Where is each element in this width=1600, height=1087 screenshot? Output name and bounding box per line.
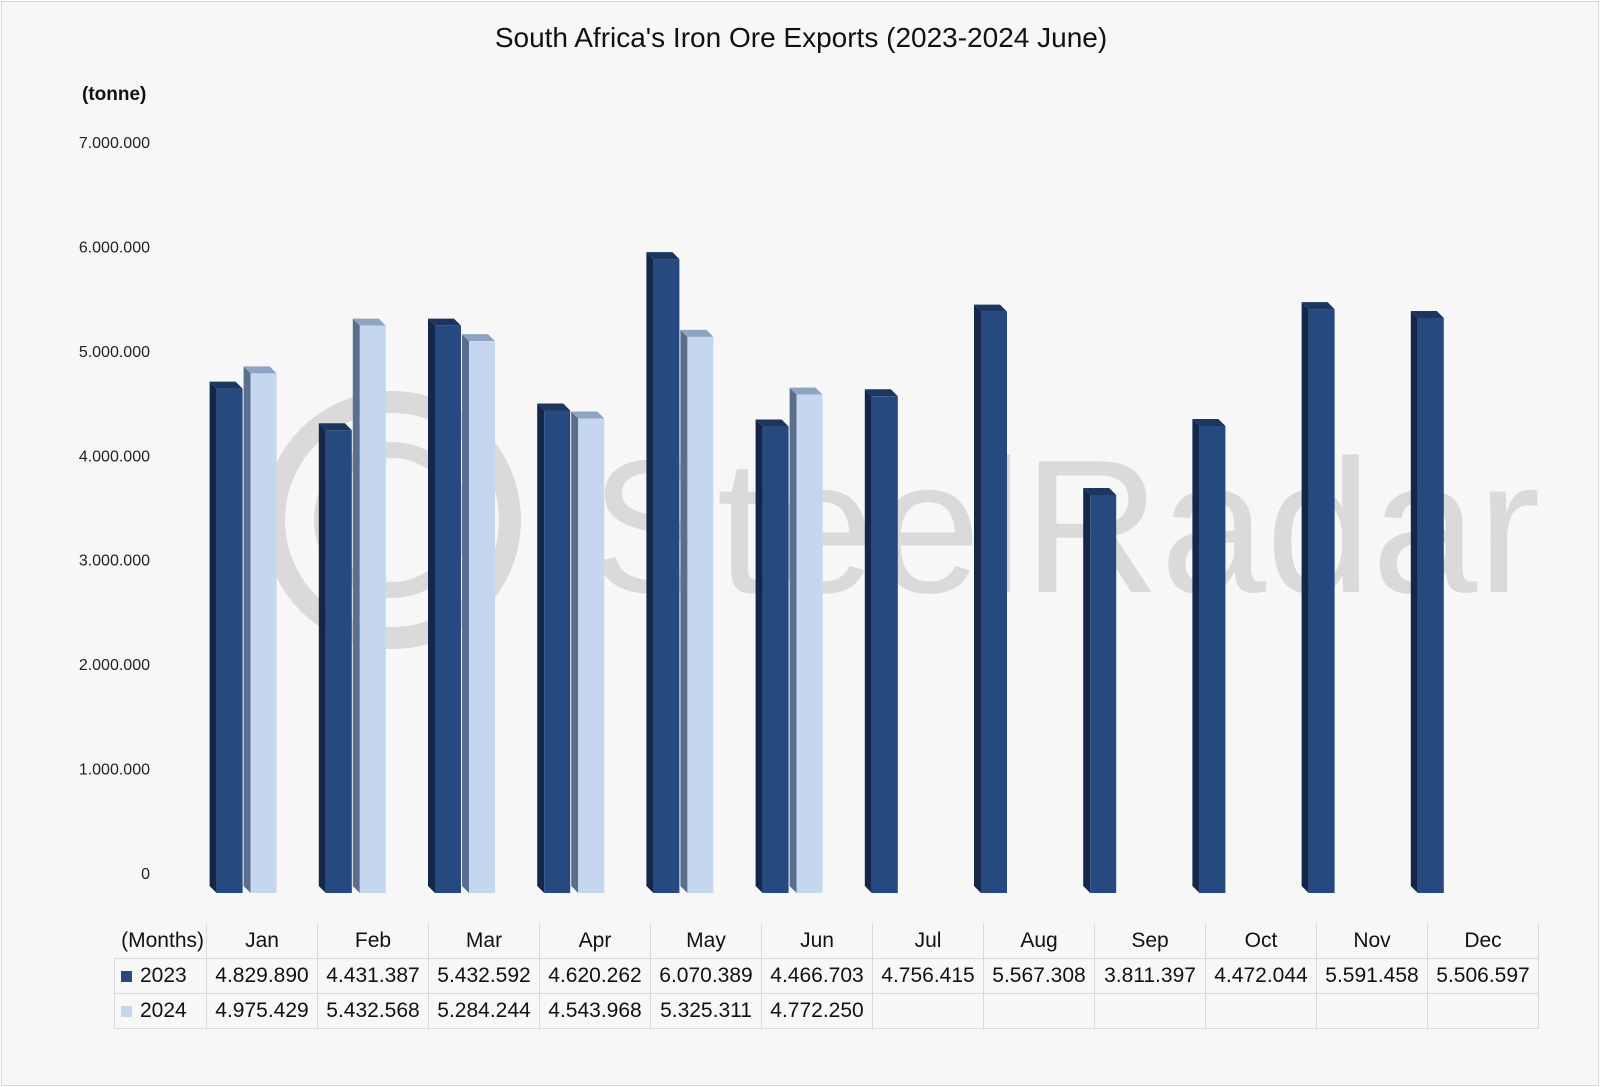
bar-2023-aug	[974, 304, 1007, 893]
bar-2023-dec	[1410, 310, 1444, 893]
legend-entry-2023: 2023	[114, 958, 207, 994]
bar-2024-jan	[243, 366, 277, 893]
data-label-2023-mar: 5.432.592	[428, 958, 540, 994]
y-axis-unit-label: (tonne)	[82, 84, 147, 105]
y-tick-label: 0	[141, 866, 150, 883]
legend-entry-2024: 2024	[114, 993, 207, 1029]
data-label-2023-nov: 5.591.458	[1316, 958, 1428, 994]
month-label-jan: Jan	[206, 924, 318, 959]
bar-2023-nov	[1301, 302, 1335, 893]
data-label-2024-mar: 5.284.244	[428, 993, 540, 1029]
data-label-2024-apr: 4.543.968	[539, 993, 651, 1029]
bar-2023-jul	[864, 389, 898, 893]
data-label-2024-aug	[983, 993, 1095, 1029]
data-label-2024-dec	[1427, 993, 1539, 1029]
bar-2024-jun	[789, 387, 823, 893]
month-label-sep: Sep	[1094, 924, 1206, 959]
month-label-feb: Feb	[317, 924, 429, 959]
legend-label-2023: 2023	[140, 964, 187, 987]
table-header-row: (Months) Jan Feb Mar Apr May Jun Jul Aug Sep Oct N…	[114, 924, 1539, 959]
bar-2023-jun	[755, 419, 789, 893]
month-label-may: May	[650, 924, 762, 959]
month-label-oct: Oct	[1205, 924, 1317, 959]
y-tick-label: 4.000.000	[79, 448, 150, 465]
data-label-2023-oct: 4.472.044	[1205, 958, 1317, 994]
bar-2023-may	[646, 252, 680, 893]
bar-2024-apr	[571, 411, 605, 893]
data-label-2024-feb: 5.432.568	[317, 993, 429, 1029]
data-label-2023-jan: 4.829.890	[206, 958, 318, 994]
y-tick-label: 2.000.000	[79, 657, 150, 674]
watermark-logo: SteelRadar	[263, 391, 1541, 649]
bar-2023-sep	[1083, 487, 1117, 893]
bar-2023-feb	[318, 423, 352, 893]
data-label-2024-sep	[1094, 993, 1206, 1029]
bar-2023-apr	[537, 403, 571, 893]
bar-2024-may	[680, 329, 714, 893]
data-label-2023-may: 6.070.389	[650, 958, 762, 994]
y-tick-label: 1.000.000	[79, 762, 150, 779]
bar-2024-mar	[462, 334, 495, 893]
table-row-series-2024: 2024 4.975.429 5.432.568 5.284.244 4.543.96…	[114, 993, 1539, 1029]
month-label-aug: Aug	[983, 924, 1095, 959]
y-tick-label: 5.000.000	[79, 344, 150, 361]
y-tick-label: 3.000.000	[79, 553, 150, 570]
y-tick-label: 6.000.000	[79, 239, 150, 256]
data-label-2023-dec: 5.506.597	[1427, 958, 1539, 994]
month-label-dec: Dec	[1427, 924, 1539, 959]
legend-label-2024: 2024	[140, 999, 187, 1022]
month-label-jul: Jul	[872, 924, 984, 959]
x-axis-label: (Months)	[114, 924, 207, 959]
data-label-2023-sep: 3.811.397	[1094, 958, 1206, 994]
data-label-2024-jul	[872, 993, 984, 1029]
month-label-mar: Mar	[428, 924, 540, 959]
data-label-2024-jun: 4.772.250	[761, 993, 873, 1029]
svg-text:SteelRadar: SteelRadar	[590, 421, 1541, 633]
data-label-2024-nov	[1316, 993, 1428, 1029]
data-label-2023-jul: 4.756.415	[872, 958, 984, 994]
data-label-2024-oct	[1205, 993, 1317, 1029]
month-label-apr: Apr	[539, 924, 651, 959]
bar-2023-jan	[209, 381, 243, 893]
legend-swatch-2024	[121, 1005, 132, 1017]
bar-2024-feb	[352, 318, 386, 893]
data-label-2023-apr: 4.620.262	[539, 958, 651, 994]
chart-title: South Africa's Iron Ore Exports (2023-20…	[494, 22, 1108, 53]
bar-2023-oct	[1192, 418, 1226, 893]
month-label-nov: Nov	[1316, 924, 1428, 959]
table-row-series-2023: 2023 4.829.890 4.431.387 5.432.592 4.620.26…	[114, 958, 1539, 994]
data-label-2023-jun: 4.466.703	[761, 958, 873, 994]
data-label-2024-may: 5.325.311	[650, 993, 762, 1029]
data-label-2023-feb: 4.431.387	[317, 958, 429, 994]
data-label-2024-jan: 4.975.429	[206, 993, 318, 1029]
data-table: (Months) Jan Feb Mar Apr May Jun Jul Aug Sep Oct N…	[114, 924, 1539, 1029]
legend-swatch-2023	[121, 970, 132, 982]
y-tick-label: 7.000.000	[79, 135, 150, 152]
data-label-2023-aug: 5.567.308	[983, 958, 1095, 994]
month-label-jun: Jun	[761, 924, 873, 959]
bar-2023-mar	[428, 318, 461, 893]
